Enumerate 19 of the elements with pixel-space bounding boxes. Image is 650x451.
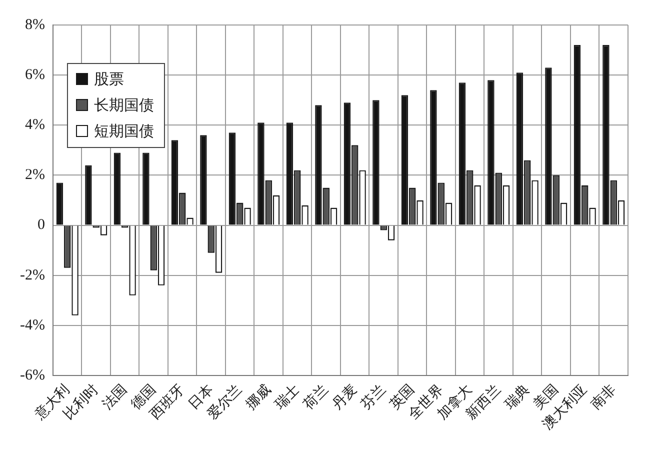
y-tick-label: -2% <box>20 267 45 284</box>
legend-label: 长期国债 <box>94 97 154 114</box>
y-tick-label: -4% <box>20 317 45 334</box>
y-tick-label: 4% <box>24 117 45 134</box>
y-tick-label: 2% <box>24 167 45 184</box>
y-tick-label: 8% <box>24 16 45 33</box>
x-tick-label: 瑞典 <box>501 381 532 412</box>
y-tick-label: 6% <box>24 67 45 84</box>
x-tick-label: 荷兰 <box>300 381 331 412</box>
x-tick-label: 南非 <box>587 381 618 412</box>
x-tick-label: 瑞士 <box>271 381 302 412</box>
x-tick-label: 芬兰 <box>357 381 388 412</box>
y-tick-label: -6% <box>20 367 45 384</box>
legend-label: 短期国债 <box>94 123 154 140</box>
x-tick-label: 挪威 <box>242 381 274 412</box>
x-tick-label: 丹麦 <box>328 381 360 412</box>
y-tick-label: 0 <box>37 217 45 234</box>
legend-label: 股票 <box>94 71 124 88</box>
x-tick-label: 法国 <box>98 381 130 412</box>
